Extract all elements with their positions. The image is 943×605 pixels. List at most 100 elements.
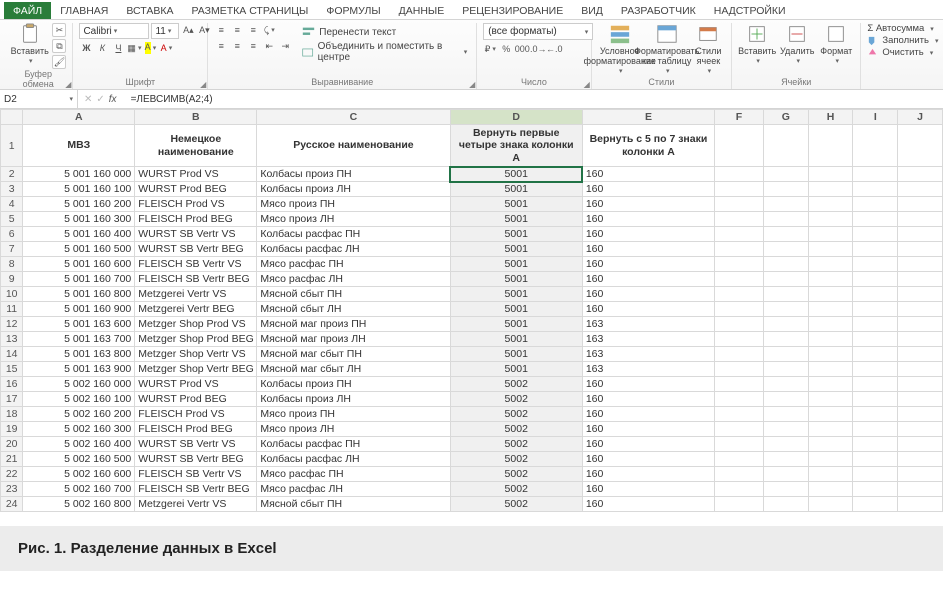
cell-I13[interactable] <box>853 332 898 347</box>
cell-E7[interactable]: 160 <box>582 242 714 257</box>
cell-F9[interactable] <box>715 272 764 287</box>
cell-D23[interactable]: 5002 <box>450 482 582 497</box>
worksheet[interactable]: ABCDEFGHIJ1МВЗНемецкое наименованиеРусск… <box>0 109 943 512</box>
cell-F21[interactable] <box>715 452 764 467</box>
cell-E18[interactable]: 160 <box>582 407 714 422</box>
row-header-21[interactable]: 21 <box>1 452 23 467</box>
col-header-I[interactable]: I <box>853 110 898 125</box>
cell-I21[interactable] <box>853 452 898 467</box>
cell-I10[interactable] <box>853 287 898 302</box>
header-cell-H[interactable] <box>808 125 853 167</box>
cell-D7[interactable]: 5001 <box>450 242 582 257</box>
cell-D22[interactable]: 5002 <box>450 467 582 482</box>
cell-B4[interactable]: FLEISCH Prod VS <box>135 197 257 212</box>
cell-E16[interactable]: 160 <box>582 377 714 392</box>
cell-A20[interactable]: 5 002 160 400 <box>23 437 135 452</box>
cell-F2[interactable] <box>715 167 764 182</box>
cell-I6[interactable] <box>853 227 898 242</box>
row-header-3[interactable]: 3 <box>1 182 23 197</box>
row-header-23[interactable]: 23 <box>1 482 23 497</box>
cell-H12[interactable] <box>808 317 853 332</box>
cell-H16[interactable] <box>808 377 853 392</box>
cell-G9[interactable] <box>763 272 808 287</box>
cell-D10[interactable]: 5001 <box>450 287 582 302</box>
cell-B14[interactable]: Metzger Shop Vertr VS <box>135 347 257 362</box>
align-middle-icon[interactable]: ≡ <box>230 23 244 37</box>
row-header-16[interactable]: 16 <box>1 377 23 392</box>
cell-E24[interactable]: 160 <box>582 497 714 512</box>
cell-H13[interactable] <box>808 332 853 347</box>
cell-A11[interactable]: 5 001 160 900 <box>23 302 135 317</box>
cell-C16[interactable]: Колбасы произ ПН <box>257 377 450 392</box>
row-header-15[interactable]: 15 <box>1 362 23 377</box>
cell-B23[interactable]: FLEISCH SB Vertr BEG <box>135 482 257 497</box>
row-header-6[interactable]: 6 <box>1 227 23 242</box>
cell-F5[interactable] <box>715 212 764 227</box>
cell-H2[interactable] <box>808 167 853 182</box>
cell-J19[interactable] <box>898 422 943 437</box>
col-header-F[interactable]: F <box>715 110 764 125</box>
grow-font-icon[interactable]: A▴ <box>181 23 195 37</box>
row-header-4[interactable]: 4 <box>1 197 23 212</box>
cell-G21[interactable] <box>763 452 808 467</box>
cell-A15[interactable]: 5 001 163 900 <box>23 362 135 377</box>
cell-E11[interactable]: 160 <box>582 302 714 317</box>
cell-J8[interactable] <box>898 257 943 272</box>
cell-A17[interactable]: 5 002 160 100 <box>23 392 135 407</box>
cell-G24[interactable] <box>763 497 808 512</box>
header-cell-D[interactable]: Вернуть первые четыре знака колонки А <box>450 125 582 167</box>
header-cell-F[interactable] <box>715 125 764 167</box>
cell-G6[interactable] <box>763 227 808 242</box>
copy-icon[interactable]: ⧉ <box>52 39 66 53</box>
cell-I15[interactable] <box>853 362 898 377</box>
cell-F19[interactable] <box>715 422 764 437</box>
cell-H23[interactable] <box>808 482 853 497</box>
cell-I23[interactable] <box>853 482 898 497</box>
cell-H8[interactable] <box>808 257 853 272</box>
align-left-icon[interactable]: ≡ <box>214 39 228 53</box>
header-cell-A[interactable]: МВЗ <box>23 125 135 167</box>
cell-H7[interactable] <box>808 242 853 257</box>
tab-вставка[interactable]: ВСТАВКА <box>117 2 182 19</box>
cell-J6[interactable] <box>898 227 943 242</box>
font-name-select[interactable]: Calibri▾ <box>79 23 149 39</box>
orientation-icon[interactable]: ⤹▾ <box>262 23 276 37</box>
cell-E22[interactable]: 160 <box>582 467 714 482</box>
cell-J2[interactable] <box>898 167 943 182</box>
tab-надстройки[interactable]: НАДСТРОЙКИ <box>705 2 795 19</box>
cell-A14[interactable]: 5 001 163 800 <box>23 347 135 362</box>
cell-A13[interactable]: 5 001 163 700 <box>23 332 135 347</box>
cell-D14[interactable]: 5001 <box>450 347 582 362</box>
cell-D12[interactable]: 5001 <box>450 317 582 332</box>
row-header-17[interactable]: 17 <box>1 392 23 407</box>
cell-F16[interactable] <box>715 377 764 392</box>
cell-B15[interactable]: Metzger Shop Vertr BEG <box>135 362 257 377</box>
cell-G23[interactable] <box>763 482 808 497</box>
cell-I17[interactable] <box>853 392 898 407</box>
cell-E15[interactable]: 163 <box>582 362 714 377</box>
cell-A10[interactable]: 5 001 160 800 <box>23 287 135 302</box>
formula-input[interactable]: =ЛЕВСИМВ(A2;4) <box>127 94 943 105</box>
cut-icon[interactable]: ✂ <box>52 23 66 37</box>
cell-A3[interactable]: 5 001 160 100 <box>23 182 135 197</box>
cell-I24[interactable] <box>853 497 898 512</box>
cell-G17[interactable] <box>763 392 808 407</box>
align-bottom-icon[interactable]: ≡ <box>246 23 260 37</box>
cell-A21[interactable]: 5 002 160 500 <box>23 452 135 467</box>
cell-E6[interactable]: 160 <box>582 227 714 242</box>
cell-I5[interactable] <box>853 212 898 227</box>
cell-D17[interactable]: 5002 <box>450 392 582 407</box>
cell-D3[interactable]: 5001 <box>450 182 582 197</box>
tab-рецензирование[interactable]: РЕЦЕНЗИРОВАНИЕ <box>453 2 572 19</box>
currency-icon[interactable]: ₽▾ <box>483 42 497 56</box>
cell-I11[interactable] <box>853 302 898 317</box>
cell-A22[interactable]: 5 002 160 600 <box>23 467 135 482</box>
border-button[interactable]: ▦▾ <box>127 41 141 55</box>
cell-D11[interactable]: 5001 <box>450 302 582 317</box>
cell-G19[interactable] <box>763 422 808 437</box>
cell-C12[interactable]: Мясной маг произ ПН <box>257 317 450 332</box>
col-header-J[interactable]: J <box>898 110 943 125</box>
cell-C8[interactable]: Мясо расфас ПН <box>257 257 450 272</box>
cell-H19[interactable] <box>808 422 853 437</box>
tab-файл[interactable]: ФАЙЛ <box>4 2 51 19</box>
